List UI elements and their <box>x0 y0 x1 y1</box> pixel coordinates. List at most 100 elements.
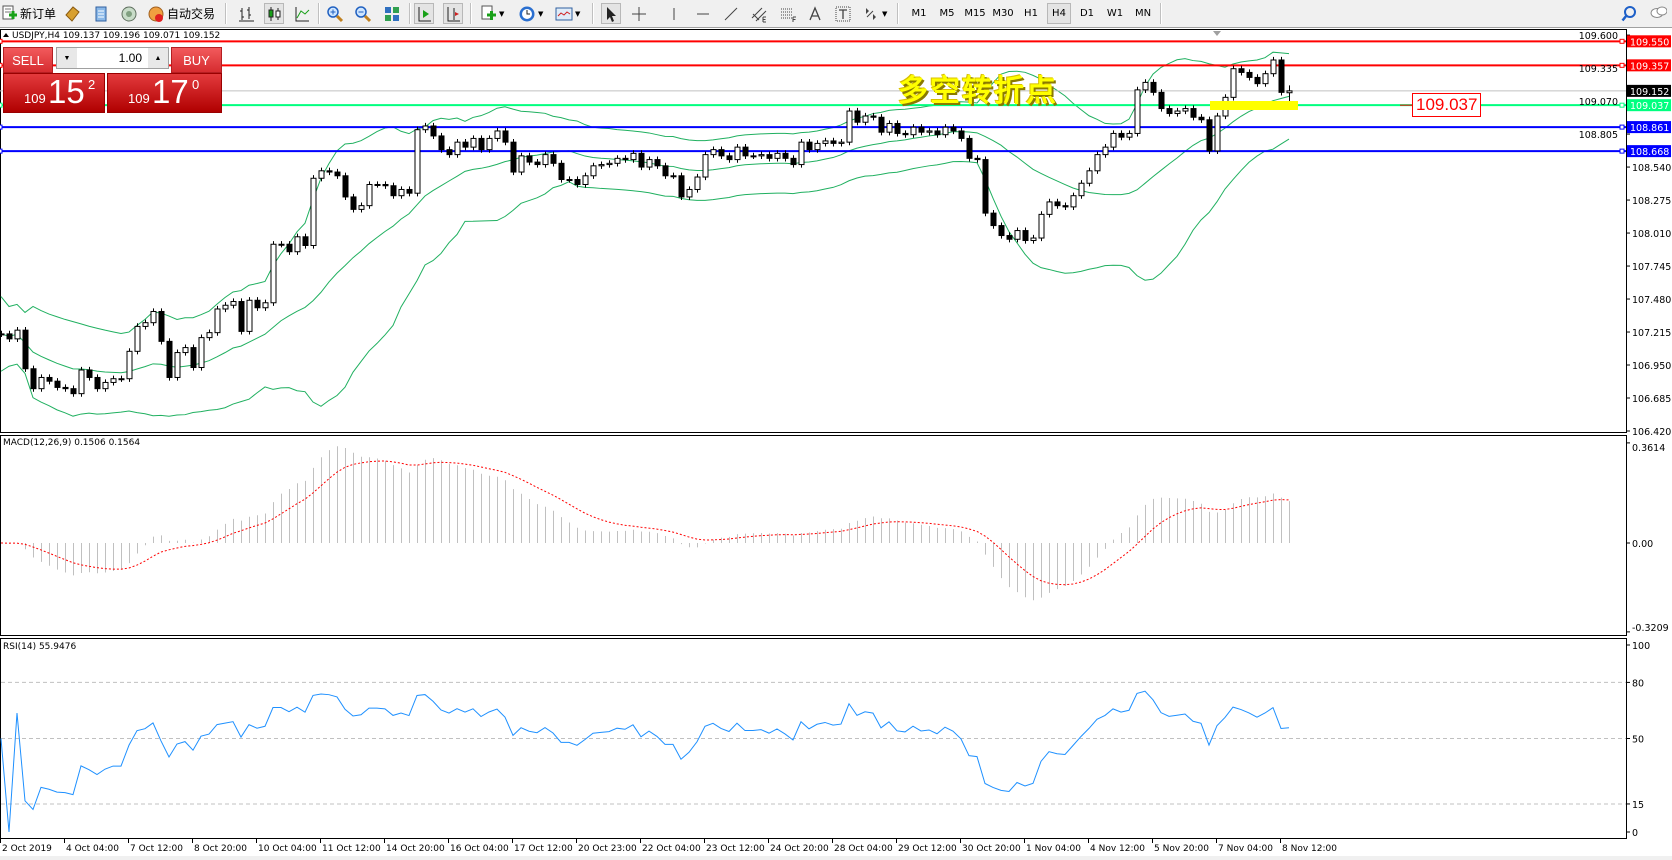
vertical-line-button[interactable] <box>665 3 683 24</box>
pivot-annotation-text[interactable]: 多空转折点 <box>898 74 1058 109</box>
bearish-candle <box>1006 235 1013 240</box>
price-tick-label: 109.070 <box>1579 97 1618 108</box>
text-button[interactable] <box>806 3 824 24</box>
buy-big-figure: 109 <box>128 91 150 106</box>
navigator-button[interactable] <box>120 3 138 24</box>
time-tick-label: 8 Oct 20:00 <box>194 844 247 854</box>
chevron-down-icon[interactable]: ▼ <box>882 9 888 18</box>
bearish-candle <box>46 376 53 382</box>
zoom-out-button[interactable] <box>354 3 372 24</box>
auto-trading-button[interactable]: 自动交易 <box>147 3 215 24</box>
period-mn-button[interactable]: MN <box>1134 8 1152 19</box>
lot-decrease-button[interactable]: ▼ <box>57 48 77 68</box>
cursor-button[interactable] <box>601 3 621 24</box>
time-tick-label: 14 Oct 20:00 <box>386 844 445 854</box>
line-anchor-handle[interactable] <box>0 124 3 130</box>
period-d1-button[interactable]: D1 <box>1079 8 1095 19</box>
bearish-candle <box>526 155 533 163</box>
bottom-bar <box>0 856 1672 860</box>
period-m30-button[interactable]: M30 <box>992 8 1014 19</box>
chart-shift-marker-icon[interactable] <box>1213 31 1221 36</box>
indicators-button[interactable]: ▼ <box>479 3 504 24</box>
chart-window[interactable]: 106.420 106.685 106.950 107.215 107.480 107.7… <box>0 28 1672 860</box>
lot-increase-button[interactable]: ▲ <box>148 48 168 68</box>
bullish-candle <box>846 110 853 143</box>
new-order-button[interactable]: 新订单 <box>0 3 56 24</box>
price-line-label-bg <box>1627 121 1671 134</box>
line-anchor-handle[interactable] <box>1619 124 1625 130</box>
macd-pane <box>0 435 1627 636</box>
periods-button[interactable]: ▼ <box>518 3 543 24</box>
price-label-object[interactable]: 109.037 <box>1412 93 1482 117</box>
line-anchor-handle[interactable] <box>0 102 3 108</box>
arrows-button[interactable]: ▼ <box>862 3 887 24</box>
bearish-candle <box>766 154 773 159</box>
bar-chart-button[interactable] <box>237 3 255 24</box>
period-m1-button[interactable]: M1 <box>911 8 927 19</box>
market-watch-button[interactable] <box>63 3 81 24</box>
bullish-candle <box>606 162 613 166</box>
templates-button[interactable]: ▼ <box>555 3 580 24</box>
line-anchor-handle[interactable] <box>0 38 3 44</box>
zoom-in-button[interactable] <box>326 3 344 24</box>
chevron-down-icon[interactable]: ▼ <box>538 9 544 18</box>
bullish-candle <box>1030 237 1037 242</box>
bullish-candle <box>1286 90 1293 94</box>
tile-windows-button[interactable] <box>383 3 401 24</box>
period-w1-button[interactable]: W1 <box>1106 8 1124 19</box>
line-anchor-handle[interactable] <box>1619 62 1625 68</box>
time-tick-label: 23 Oct 12:00 <box>706 844 765 854</box>
line-anchor-handle[interactable] <box>1619 38 1625 44</box>
line-anchor-handle[interactable] <box>0 62 3 68</box>
sell-button[interactable]: SELL <box>3 47 53 73</box>
indicators-icon <box>479 5 497 23</box>
buy-fraction: 0 <box>192 77 200 92</box>
auto-scroll-button[interactable] <box>414 3 434 24</box>
search-button[interactable] <box>1620 3 1638 24</box>
bearish-candle <box>510 141 517 173</box>
horizontal-line-button[interactable] <box>694 3 712 24</box>
chart-shift-button[interactable] <box>443 3 463 24</box>
period-h1-button[interactable]: H1 <box>1024 8 1038 19</box>
bullish-candle <box>414 129 421 194</box>
bearish-candle <box>302 236 309 246</box>
price-tick-label: 108.540 <box>1632 163 1671 174</box>
bollinger-middle-band <box>0 95 1290 374</box>
chevron-down-icon[interactable]: ▼ <box>575 9 581 18</box>
line-chart-button[interactable] <box>293 3 311 24</box>
bearish-candle <box>878 116 885 133</box>
period-h4-button[interactable]: H4 <box>1047 3 1071 24</box>
sell-price[interactable]: 109 15 2 <box>3 73 105 113</box>
trendline-button[interactable] <box>722 3 740 24</box>
lot-size-stepper[interactable]: ▼ 1.00 ▲ <box>56 47 169 69</box>
bullish-candle <box>270 243 277 304</box>
bullish-candle <box>630 152 637 161</box>
bullish-candle <box>214 308 221 334</box>
text-label-button[interactable] <box>834 3 852 24</box>
bullish-candle <box>862 115 869 123</box>
bullish-candle <box>142 322 149 327</box>
chevron-down-icon[interactable]: ▼ <box>499 9 505 18</box>
buy-price[interactable]: 109 17 0 <box>107 73 222 113</box>
chat-button[interactable] <box>1649 3 1667 24</box>
bearish-candle <box>1150 81 1157 93</box>
buy-button[interactable]: BUY <box>171 47 222 73</box>
line-anchor-handle[interactable] <box>1619 148 1625 154</box>
bullish-candle <box>1046 201 1053 215</box>
lot-size-input[interactable]: 1.00 <box>118 51 142 65</box>
line-anchor-handle[interactable] <box>1619 102 1625 108</box>
crosshair-button[interactable] <box>630 3 648 24</box>
data-window-button[interactable] <box>92 3 110 24</box>
fibonacci-button[interactable] <box>779 3 797 24</box>
equidistant-channel-button[interactable] <box>750 3 768 24</box>
bearish-candle <box>22 329 29 370</box>
highlight-rectangle[interactable] <box>1210 101 1298 110</box>
period-m5-button[interactable]: M5 <box>939 8 955 19</box>
line-anchor-handle[interactable] <box>0 148 3 154</box>
bullish-candle <box>318 170 325 179</box>
period-m15-button[interactable]: M15 <box>964 8 986 19</box>
toolbar-separator <box>318 3 320 24</box>
collapse-arrow-icon[interactable] <box>3 33 9 37</box>
bearish-candle <box>390 185 397 197</box>
candlestick-button[interactable] <box>264 3 284 24</box>
